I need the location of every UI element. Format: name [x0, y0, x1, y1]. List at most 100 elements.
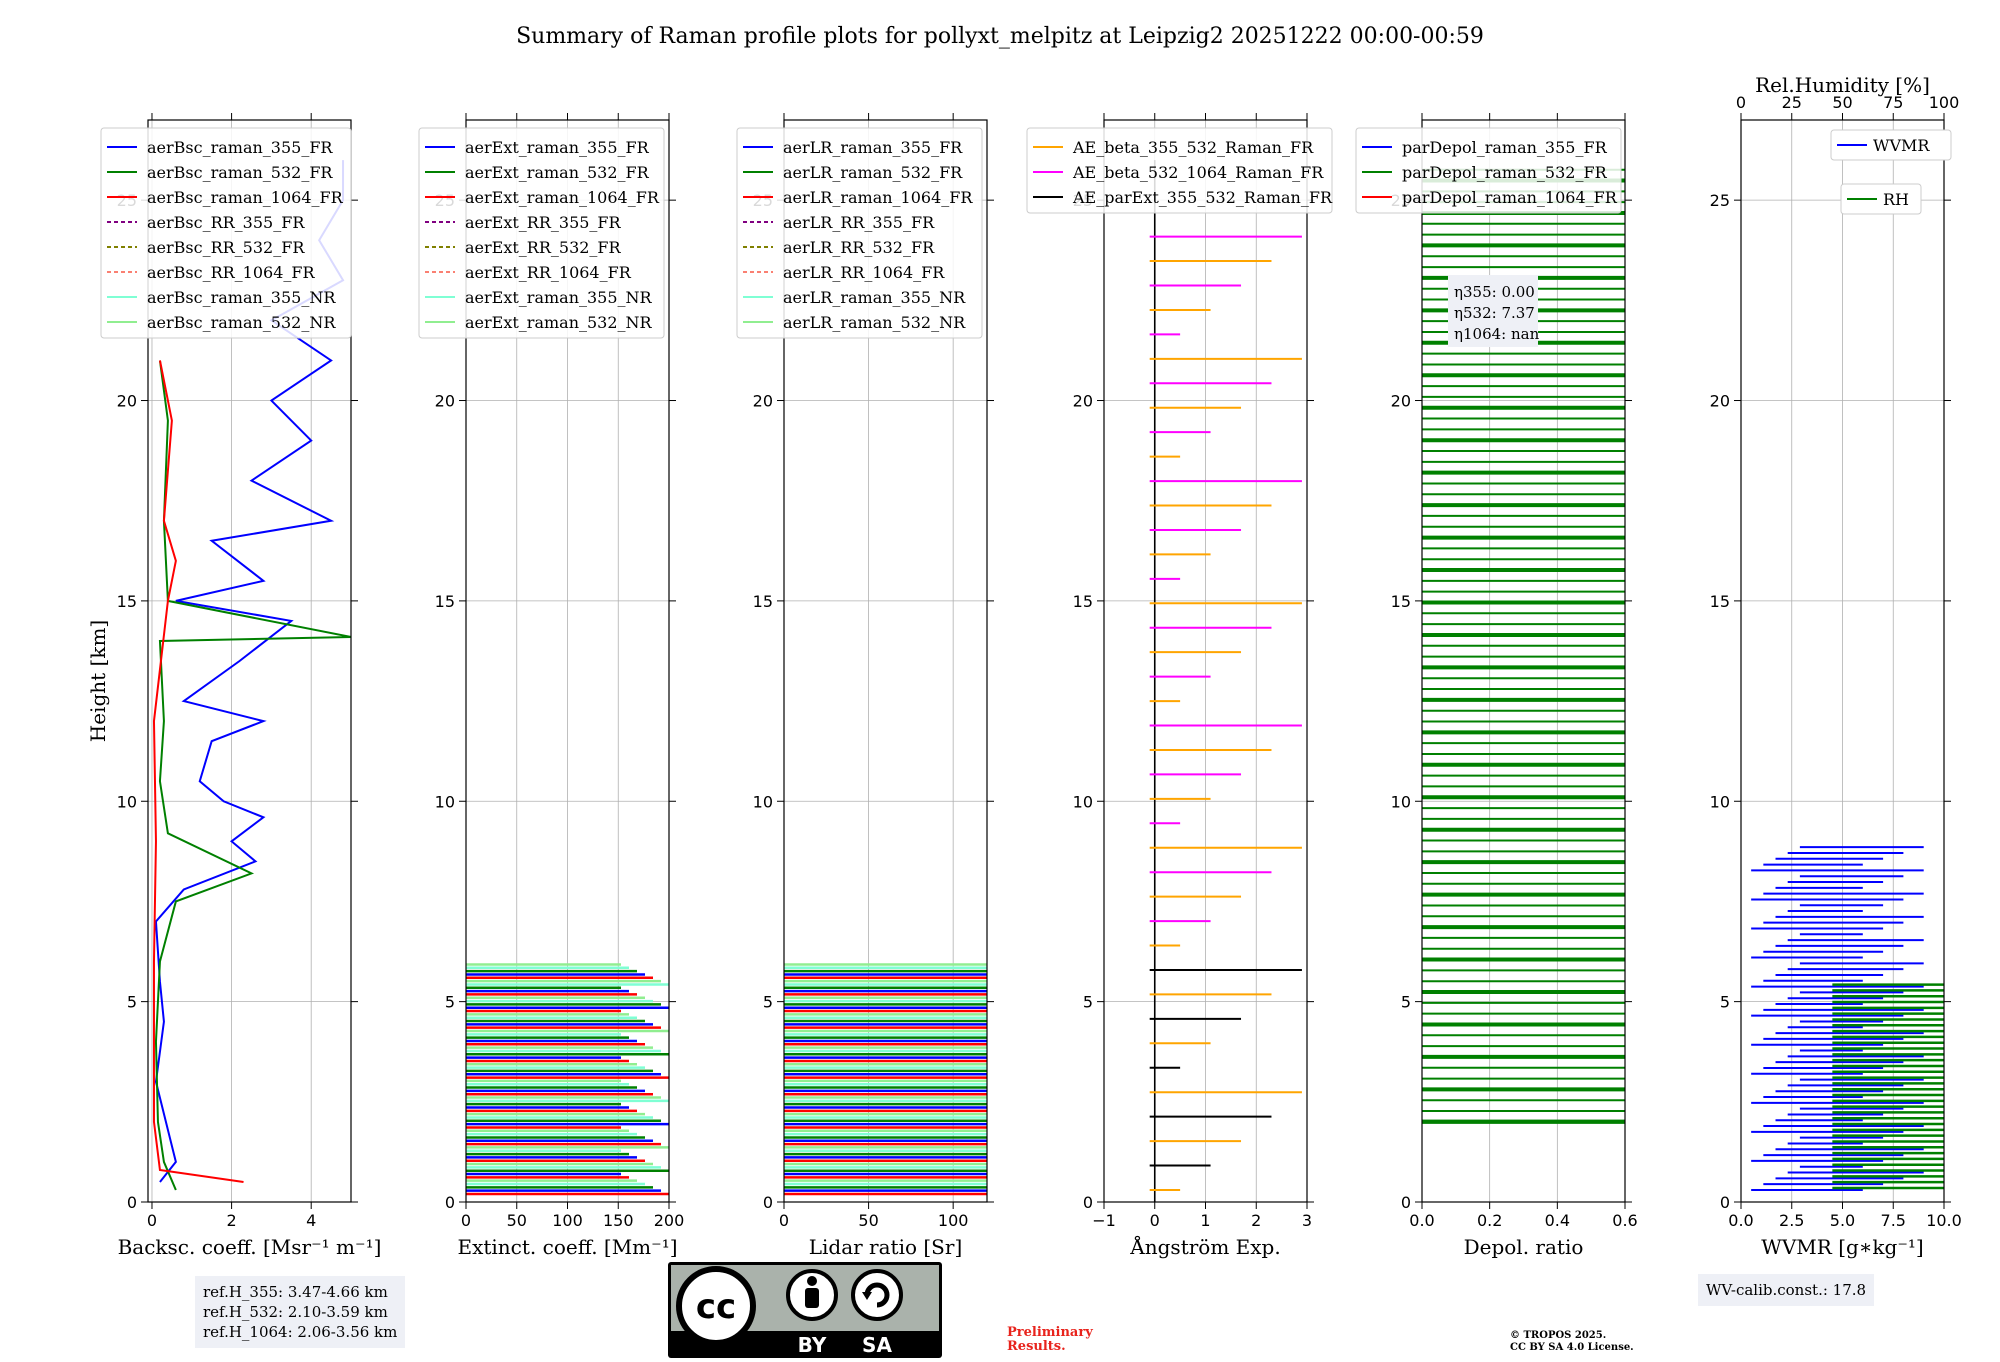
x-tick-label: 0.6: [1612, 1211, 1637, 1230]
legend-entry: aerBsc_RR_1064_FR: [147, 263, 316, 282]
legend-entry: aerExt_raman_532_FR: [465, 163, 650, 182]
legend-entry: aerLR_raman_532_FR: [783, 163, 963, 182]
y-tick-label: 15: [1710, 592, 1730, 611]
y-tick-label: 5: [1401, 993, 1411, 1012]
y-axis-label: Height [km]: [86, 620, 110, 742]
x-tick-label: 2: [226, 1211, 236, 1230]
legend-entry: WVMR: [1873, 136, 1930, 155]
top-tick-label: 100: [1929, 93, 1960, 112]
panel-wv: 0.0 2.5 5.0 7.5 10.0 0 5 10 15 20 25 WVMR [g∗kg⁻¹] 0…: [1710, 73, 1962, 1259]
x-tick-label: 200: [654, 1211, 685, 1230]
y-tick-label: 10: [1710, 792, 1730, 811]
legend: aerLR_raman_355_FR aerLR_raman_532_FR aerL…: [736, 127, 983, 339]
series-aerBsc_raman_355_FR: [154, 160, 345, 1183]
legend-entry: aerLR_RR_355_FR: [783, 213, 935, 232]
x-tick-label: 50: [507, 1211, 527, 1230]
y-tick-label: 10: [1391, 792, 1411, 811]
y-tick-label: 15: [117, 592, 137, 611]
legend-entry: RH: [1883, 190, 1909, 209]
legend-entry: aerBsc_RR_532_FR: [147, 238, 305, 257]
by-label: BY: [798, 1333, 827, 1357]
refh-355: ref.H_355: 3.47-4.66 km: [203, 1283, 388, 1301]
top-tick-label: 25: [1782, 93, 1802, 112]
y-tick-label: 20: [435, 392, 455, 411]
x-tick-label: 0.4: [1545, 1211, 1570, 1230]
figure-title: Summary of Raman profile plots for polly…: [516, 24, 1484, 49]
y-tick-label: 10: [117, 792, 137, 811]
x-tick-label: 10.0: [1926, 1211, 1962, 1230]
x-tick-label: 7.5: [1881, 1211, 1906, 1230]
x-axis-label: Extinct. coeff. [Mm⁻¹]: [457, 1235, 677, 1259]
preliminary-note: Preliminary Results.: [1007, 1326, 1093, 1354]
x-tick-label: 4: [306, 1211, 316, 1230]
y-tick-label: 20: [1391, 392, 1411, 411]
panel-lr: 0501000510152025Lidar ratio [Sr]aerLR_ra…: [736, 113, 994, 1259]
x-tick-label: 2.5: [1779, 1211, 1804, 1230]
top-tick-label: 75: [1883, 93, 1903, 112]
y-tick-label: 0: [445, 1193, 455, 1212]
x-tick-label: 50: [858, 1211, 878, 1230]
top-tick-label: 50: [1832, 93, 1852, 112]
axes-frame: [147, 119, 352, 1203]
legend-entry: aerBsc_raman_532_FR: [147, 163, 333, 182]
x-tick-label: 0: [779, 1211, 789, 1230]
x-axis-label: Lidar ratio [Sr]: [809, 1235, 963, 1259]
legend-entry: AE_beta_355_532_Raman_FR: [1072, 138, 1314, 157]
y-tick-label: 5: [1720, 993, 1730, 1012]
cc-logo-icon: [676, 1266, 756, 1346]
series-aerBsc_raman_1064_FR: [152, 360, 244, 1183]
x-tick-label: 3: [1302, 1211, 1312, 1230]
x-tick-label: 100: [938, 1211, 969, 1230]
x-tick-label: 0.0: [1409, 1211, 1434, 1230]
y-tick-label: 10: [1073, 792, 1093, 811]
sa-label: SA: [862, 1333, 892, 1357]
y-tick-label: 0: [127, 1193, 137, 1212]
y-tick-label: 15: [1073, 592, 1093, 611]
x-axis-label: WVMR [g∗kg⁻¹]: [1761, 1235, 1923, 1259]
legend-entry: aerExt_RR_1064_FR: [465, 263, 632, 282]
eta-355: η355: 0.00: [1454, 283, 1535, 301]
y-tick-label: 10: [753, 792, 773, 811]
reference-height-box: ref.H_355: 3.47-4.66 km ref.H_532: 2.10-…: [195, 1276, 406, 1348]
legend: aerBsc_raman_355_FR aerBsc_raman_532_FRae…: [100, 127, 352, 339]
y-tick-label: 25: [1710, 191, 1730, 210]
panel-depol: 0.00.20.40.60510152025Depol. ratioparDep…: [1355, 113, 1638, 1259]
axes-frame: [783, 119, 988, 1203]
eta-532: η532: 7.37: [1454, 304, 1535, 322]
legend-entry: aerLR_raman_1064_FR: [783, 188, 973, 207]
legend-entry: aerExt_raman_532_NR: [465, 313, 653, 332]
legend-entry: aerExt_raman_355_NR: [465, 288, 653, 307]
legend: AE_beta_355_532_Raman_FR AE_beta_532_1064…: [1026, 127, 1333, 214]
share-alike-icon: [851, 1269, 903, 1321]
x-tick-label: 100: [552, 1211, 583, 1230]
legend-entry: aerBsc_RR_355_FR: [147, 213, 305, 232]
y-tick-label: 0: [763, 1193, 773, 1212]
legend-entry: aerLR_raman_355_FR: [783, 138, 963, 157]
legend-entry: AE_parExt_355_532_Raman_FR: [1072, 188, 1333, 207]
y-tick-label: 20: [1073, 392, 1093, 411]
x-axis-label: Ångström Exp.: [1129, 1234, 1280, 1259]
panel-bsc: 0240510152025Backsc. coeff. [Msr⁻¹ m⁻¹]H…: [86, 113, 381, 1259]
cc-by-sa-badge: cc BY SA: [668, 1262, 942, 1358]
copyright-line-2: CC BY SA 4.0 License.: [1510, 1342, 1634, 1353]
legend-entry: aerLR_RR_532_FR: [783, 238, 935, 257]
top-tick-label: 0: [1736, 93, 1746, 112]
copyright-note: © TROPOS 2025. CC BY SA 4.0 License.: [1510, 1330, 1634, 1354]
y-tick-label: 5: [445, 993, 455, 1012]
legend: parDepol_raman_355_FR parDepol_raman_532_…: [1355, 127, 1622, 214]
legend-entry: AE_beta_532_1064_Raman_FR: [1072, 163, 1324, 182]
legend-entry: aerLR_raman_532_NR: [783, 313, 966, 332]
x-tick-label: 0.2: [1477, 1211, 1502, 1230]
wv-calib-text: WV-calib.const.: 17.8: [1706, 1281, 1867, 1299]
legend-entry: aerExt_RR_532_FR: [465, 238, 622, 257]
y-tick-label: 10: [435, 792, 455, 811]
y-tick-label: 15: [753, 592, 773, 611]
legend: aerExt_raman_355_FR aerExt_raman_532_FRae…: [418, 127, 665, 339]
refh-1064: ref.H_1064: 2.06-3.56 km: [203, 1323, 398, 1341]
legend-entry: aerLR_RR_1064_FR: [783, 263, 945, 282]
x-tick-label: 5.0: [1830, 1211, 1855, 1230]
y-tick-label: 0: [1083, 1193, 1093, 1212]
panel-ext: 0501001502000510152025Extinct. coeff. [M…: [418, 113, 685, 1259]
x-tick-label: 0: [1150, 1211, 1160, 1230]
